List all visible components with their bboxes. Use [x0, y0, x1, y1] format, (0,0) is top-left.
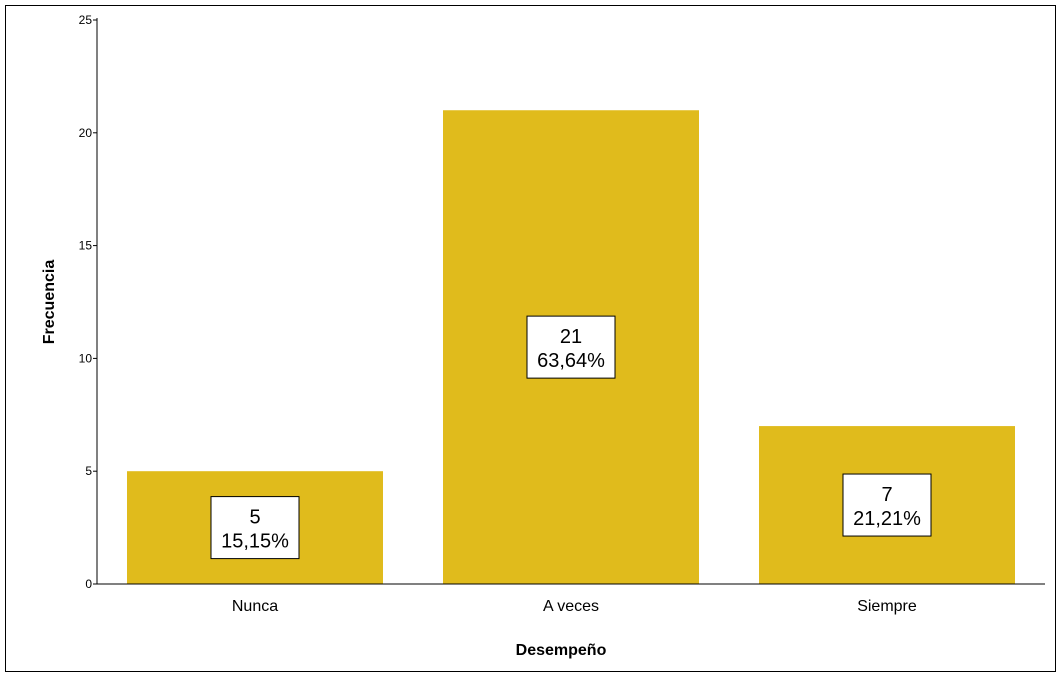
data-label-box	[210, 496, 300, 560]
data-label-count: 21	[560, 326, 582, 348]
y-tick-label: 25	[79, 13, 93, 27]
data-label-count: 7	[881, 484, 892, 506]
data-label-box	[842, 473, 932, 537]
y-tick-label: 20	[79, 126, 93, 140]
data-label-percent: 21,21%	[853, 508, 921, 530]
y-axis: 0 5 10 15 20 25	[79, 13, 98, 591]
x-tick-label: Siempre	[857, 598, 917, 615]
y-tick-label: 15	[79, 239, 93, 253]
x-tick-label: A veces	[543, 598, 599, 615]
x-axis-title: Desempeño	[516, 642, 607, 659]
data-label-percent: 15,15%	[221, 531, 289, 553]
y-axis-title: Frecuencia	[41, 260, 58, 345]
data-label-percent: 63,64%	[537, 350, 605, 372]
y-tick-label: 0	[85, 577, 92, 591]
data-label-count: 5	[249, 507, 260, 529]
y-tick-label: 5	[85, 464, 92, 478]
data-label-box	[526, 315, 616, 379]
y-tick-label: 10	[79, 351, 93, 365]
x-tick-label: Nunca	[232, 598, 278, 615]
x-axis: Nunca A veces Siempre	[97, 583, 1045, 615]
